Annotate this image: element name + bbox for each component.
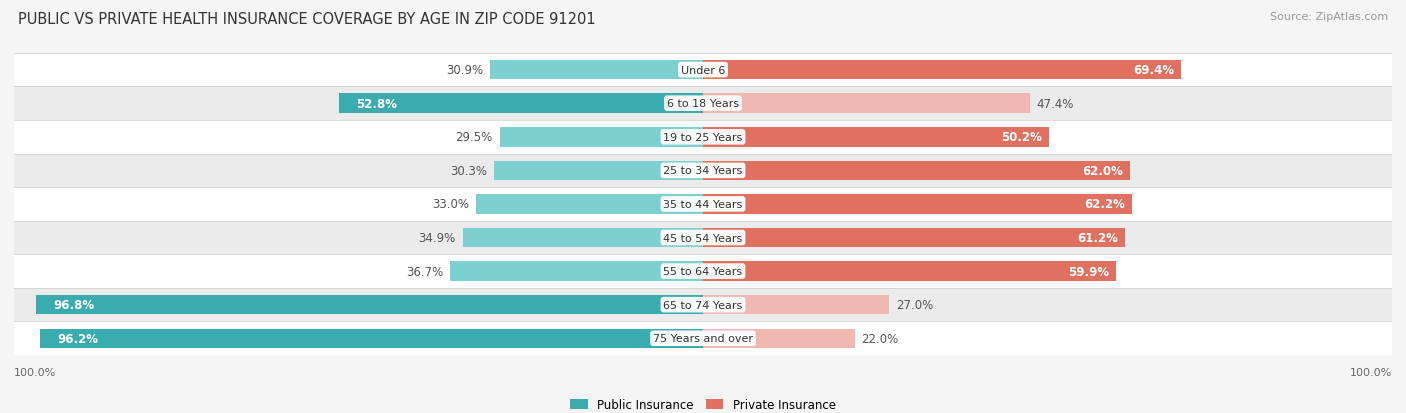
Bar [41,329,703,348]
Text: 33.0%: 33.0% [432,198,468,211]
Bar [703,94,1029,114]
Bar [703,195,1132,214]
Bar [339,94,703,114]
Bar [14,54,1392,87]
Bar [703,128,1049,147]
Text: 62.2%: 62.2% [1084,198,1125,211]
Bar [703,295,889,315]
Bar [475,195,703,214]
Text: 35 to 44 Years: 35 to 44 Years [664,199,742,209]
Text: 30.9%: 30.9% [446,64,484,77]
Text: 59.9%: 59.9% [1067,265,1109,278]
Text: 19 to 25 Years: 19 to 25 Years [664,133,742,142]
Text: 100.0%: 100.0% [14,367,56,377]
Legend: Public Insurance, Private Insurance: Public Insurance, Private Insurance [565,393,841,413]
Text: 25 to 34 Years: 25 to 34 Years [664,166,742,176]
Bar [14,154,1392,188]
Text: 75 Years and over: 75 Years and over [652,333,754,344]
Bar [14,288,1392,322]
Bar [499,128,703,147]
Text: 62.0%: 62.0% [1083,164,1123,178]
Text: 100.0%: 100.0% [1350,367,1392,377]
Text: 50.2%: 50.2% [1001,131,1042,144]
Bar [450,262,703,281]
Bar [37,295,703,315]
Text: 34.9%: 34.9% [419,231,456,244]
Text: Under 6: Under 6 [681,65,725,76]
Bar [14,188,1392,221]
Text: 96.8%: 96.8% [53,299,94,311]
Bar [14,87,1392,121]
Bar [703,228,1125,248]
Text: 27.0%: 27.0% [896,299,934,311]
Bar [703,262,1116,281]
Bar [703,61,1181,80]
Text: 65 to 74 Years: 65 to 74 Years [664,300,742,310]
Text: 36.7%: 36.7% [406,265,443,278]
Text: PUBLIC VS PRIVATE HEALTH INSURANCE COVERAGE BY AGE IN ZIP CODE 91201: PUBLIC VS PRIVATE HEALTH INSURANCE COVER… [18,12,596,27]
Text: 96.2%: 96.2% [58,332,98,345]
Bar [703,161,1130,180]
Text: Source: ZipAtlas.com: Source: ZipAtlas.com [1270,12,1388,22]
Text: 45 to 54 Years: 45 to 54 Years [664,233,742,243]
Bar [14,121,1392,154]
Bar [14,322,1392,355]
Bar [14,255,1392,288]
Text: 47.4%: 47.4% [1036,97,1074,110]
Text: 6 to 18 Years: 6 to 18 Years [666,99,740,109]
Bar [495,161,703,180]
Bar [14,221,1392,255]
Text: 22.0%: 22.0% [862,332,898,345]
Bar [491,61,703,80]
Bar [463,228,703,248]
Bar [703,329,855,348]
Text: 30.3%: 30.3% [450,164,488,178]
Text: 69.4%: 69.4% [1133,64,1174,77]
Text: 29.5%: 29.5% [456,131,494,144]
Text: 55 to 64 Years: 55 to 64 Years [664,266,742,276]
Text: 52.8%: 52.8% [357,97,398,110]
Text: 61.2%: 61.2% [1077,231,1118,244]
